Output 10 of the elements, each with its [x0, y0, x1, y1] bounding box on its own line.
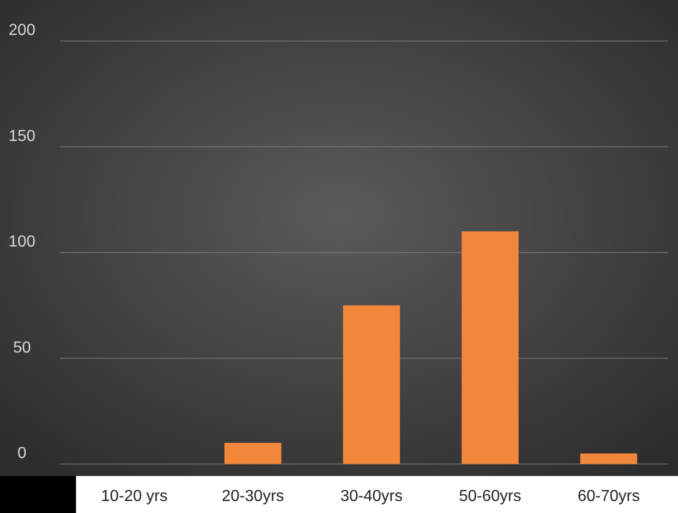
y-tick-label: 200: [8, 22, 36, 39]
y-tick-label: 0: [18, 445, 27, 462]
x-tick-label: 60-70yrs: [578, 488, 640, 505]
y-tick-label: 50: [13, 339, 31, 356]
x-tick-label: 30-40yrs: [340, 488, 403, 505]
x-tick-label: 50-60yrs: [458, 488, 522, 505]
x-tick-label: 20-30yrs: [222, 488, 284, 505]
x-tick-label: 10-20 yrs: [100, 488, 168, 505]
y-tick-label: 100: [8, 234, 36, 250]
y-tick-label: 150: [8, 128, 36, 145]
